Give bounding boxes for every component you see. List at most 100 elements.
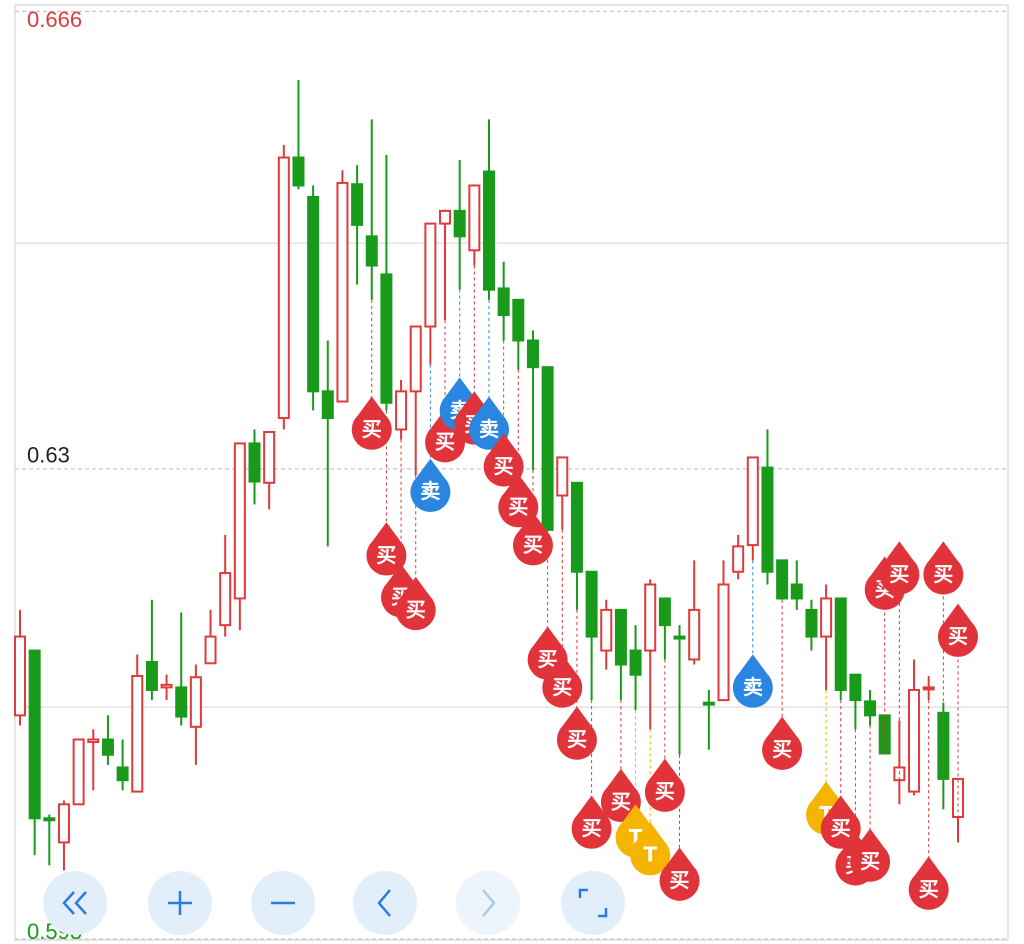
signal-pin-shape [908,856,949,910]
candle-body [248,442,261,483]
y-tick-label: 0.666 [27,7,82,32]
next-button[interactable] [456,871,520,935]
signal-pin-shape [630,822,671,876]
signal-pin: 买 [938,603,979,657]
signal-pin: 买 [644,758,685,812]
signal-pin: 买 [923,541,964,595]
signal-pin-shape [351,396,392,450]
candle-body [732,545,745,573]
candle-body [512,298,525,342]
signal-pin: 买 [483,433,524,487]
candle-body [189,676,202,728]
candle-body [72,738,85,806]
candles [14,80,964,871]
candle-body [483,170,495,291]
signal-label: 买 [919,877,939,901]
candle-body [336,181,349,403]
signal-pin-shape [512,512,553,566]
signal-pin: 买 [351,396,392,450]
signal-pin-shape [879,541,920,595]
signal-pin: 买 [908,856,949,910]
signal-pin: 买 [542,654,583,708]
signal-label: 买 [376,543,396,567]
candle-body [673,635,686,640]
candle-body [116,766,129,782]
scroll-start-button[interactable] [43,871,107,935]
candle-body [688,608,701,661]
candle-body [908,688,921,793]
signal-pin-shape [850,828,891,882]
signal-pin: 卖 [410,458,451,513]
candle-body [175,686,188,718]
fullscreen-button[interactable] [561,871,625,935]
candle-body [776,559,789,600]
zoom-out-button[interactable] [251,871,315,935]
candle-body [28,649,41,820]
signal-pin: 卖 [732,654,773,708]
candle-body [219,572,232,627]
signal-pin-shape [820,795,861,849]
candle-body [497,287,510,317]
signal-label: 买 [435,430,455,454]
candle-body [263,430,276,484]
candle-body [351,183,364,226]
toolbar [43,871,625,935]
signal-pin: 买 [512,512,553,566]
signal-pin-shape [425,409,466,463]
signal-pin-shape [395,576,436,631]
candle-body [570,481,583,573]
signal-label: 买 [889,562,909,586]
candle-body [585,570,598,638]
candle-body [424,222,437,328]
signal-label: 买 [831,816,851,840]
candle-body [864,700,877,717]
signal-label: 买 [655,779,675,803]
signal-label: 买 [508,494,528,518]
candle-body [849,673,862,702]
signals: 买买买买卖买卖买卖买买买买买买买买TT买买卖买T买买买买买买买买 [351,265,979,910]
candle-body [790,583,803,600]
signal-pin-shape [469,396,510,450]
candle-body [395,390,408,431]
previous-button[interactable] [353,871,417,935]
signal-label: 卖 [743,675,763,699]
signal-pin-shape [483,433,524,487]
candle-body [14,635,26,717]
candle-body [922,686,935,691]
candle-body [380,273,393,404]
signal-label: 买 [523,533,543,557]
signal-label: T [643,843,657,867]
candle-body [702,701,715,706]
candle-body [277,156,290,420]
zoom-in-button[interactable] [148,871,212,935]
candle-body [145,660,158,691]
candle-body [131,674,144,793]
signal-pin: 买 [366,522,407,576]
candle-body [556,456,569,497]
signal-pin: 买 [425,409,466,463]
candle-body [644,583,657,652]
signal-label: 买 [860,849,880,873]
signal-pin-shape [659,847,700,901]
candle-body [834,597,847,691]
candle-body [526,339,539,369]
candle-body [541,366,554,531]
candle-body [87,738,100,744]
signal-pin-shape [644,758,685,812]
signal-pin: 买 [498,473,539,528]
signal-pin: 买 [395,576,436,631]
candle-body [614,608,627,666]
candle-body [805,608,818,638]
signal-pin: 买 [820,795,861,849]
signal-label: 买 [406,597,426,621]
signal-pin-shape [923,541,964,595]
signal-pin: 买 [571,795,612,849]
signal-label: 买 [567,727,587,751]
signal-pin-shape [762,716,803,770]
candle-body [233,442,246,600]
plot-frame [14,4,1009,941]
signal-pin-shape [498,473,539,528]
signal-label: 买 [494,454,514,478]
candle-body [409,325,422,393]
